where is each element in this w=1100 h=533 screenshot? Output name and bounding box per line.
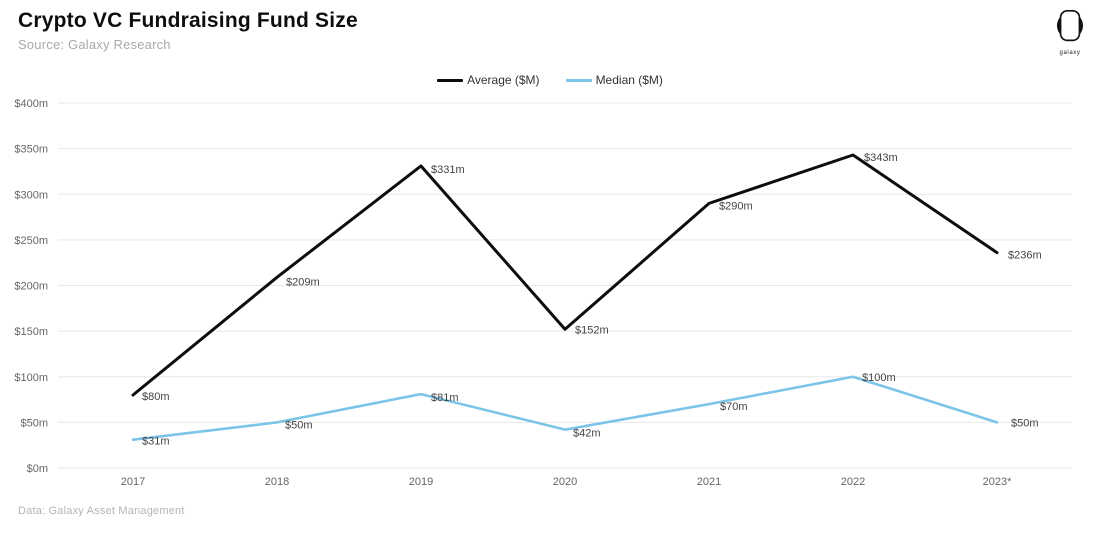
- y-tick-label: $100m: [14, 372, 48, 384]
- x-tick-label: 2022: [841, 476, 865, 488]
- series-line-median: [131, 375, 999, 442]
- galaxy-logo-text: galaxy: [1059, 50, 1081, 56]
- y-tick-label: $300m: [14, 189, 48, 201]
- x-tick-label: 2020: [553, 476, 577, 488]
- legend-label-average: Average ($M): [467, 73, 540, 87]
- data-label: $331m: [431, 164, 465, 176]
- data-attribution: Data: Galaxy Asset Management: [18, 505, 185, 517]
- data-label: $81m: [431, 392, 459, 404]
- y-tick-label: $350m: [14, 144, 48, 156]
- average-line-swatch: [437, 78, 464, 82]
- data-label: $236m: [1008, 250, 1042, 262]
- data-label: $42m: [573, 428, 601, 440]
- y-tick-label: $400m: [14, 98, 48, 110]
- chart-legend: Average ($M) Median ($M): [0, 73, 1100, 87]
- chart-subtitle: Source: Galaxy Research: [18, 37, 171, 53]
- x-tick-label: 2018: [265, 476, 289, 488]
- data-label: $209m: [286, 276, 320, 288]
- data-label: $50m: [1011, 417, 1039, 429]
- y-tick-label: $200m: [14, 281, 48, 293]
- legend-label-median: Median ($M): [595, 73, 663, 87]
- legend-item-average: Average ($M): [437, 73, 540, 87]
- chart-header: Crypto VC Fundraising Fund Size Source: …: [18, 8, 358, 52]
- data-label: $343m: [864, 152, 898, 164]
- x-tick-label: 2023*: [983, 476, 1012, 488]
- data-label: $50m: [285, 419, 313, 431]
- page-title: Crypto VC Fundraising Fund Size: [18, 9, 358, 32]
- galaxy-logo-icon: [1056, 9, 1084, 42]
- galaxy-logo: galaxy: [1050, 9, 1090, 56]
- x-tick-label: 2019: [409, 476, 433, 488]
- data-label: $70m: [720, 401, 748, 413]
- data-label: $80m: [142, 391, 170, 403]
- data-label: $152m: [575, 324, 609, 336]
- x-tick-label: 2017: [121, 476, 145, 488]
- y-tick-label: $150m: [14, 326, 48, 338]
- data-label: $290m: [719, 200, 753, 212]
- y-tick-label: $50m: [20, 417, 48, 429]
- x-tick-label: 2021: [697, 476, 721, 488]
- legend-item-median: Median ($M): [565, 73, 663, 87]
- data-label: $31m: [142, 436, 170, 448]
- series-line-average: [131, 153, 999, 397]
- median-line-swatch: [565, 78, 592, 82]
- y-tick-label: $250m: [14, 235, 48, 247]
- y-tick-label: $0m: [27, 463, 48, 475]
- data-label: $100m: [862, 372, 896, 384]
